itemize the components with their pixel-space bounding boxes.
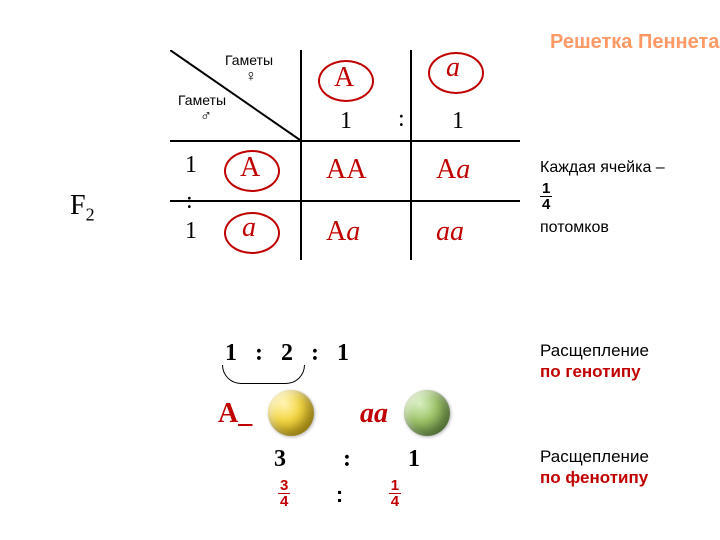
genotype-caption: Расщепление по генотипу [540, 340, 649, 383]
cell-aa: aa [436, 216, 464, 248]
genotype-ratio: 1 : 2 : 1 [225, 340, 351, 367]
gametes-male-label: Гаметы [178, 92, 226, 108]
col-ratio-colon: : [398, 106, 405, 133]
dominant-label: A_ [218, 398, 252, 430]
female-sign: ♀ [245, 68, 257, 86]
yellow-pea-icon [268, 390, 314, 436]
col-gamete-A: A [334, 62, 354, 94]
phenotype-ratio: 3 : 1 [274, 446, 420, 473]
row-gamete-a: a [242, 212, 256, 244]
col-gamete-a: a [446, 52, 460, 84]
brace-arc [222, 365, 305, 384]
recessive-label: aa [360, 398, 388, 430]
grid-line [300, 50, 302, 260]
cell-AA: AA [326, 154, 366, 186]
row-gamete-A: A [240, 152, 260, 184]
row-ratio-1: 1 [185, 152, 197, 179]
green-pea-icon [404, 390, 450, 436]
grid-line [410, 50, 412, 260]
row-ratio-2: 1 [185, 218, 197, 245]
col-ratio-1: 1 [340, 108, 352, 135]
male-sign: ♂ [200, 108, 212, 126]
note-cell: Каждая ячейка – 1 4 потомков [540, 158, 665, 238]
gametes-female-label: Гаметы [225, 52, 273, 68]
grid-line [170, 140, 520, 142]
f2-label: F2 [70, 190, 95, 226]
title: Решетка Пеннета [550, 30, 719, 54]
cell-Aa: Aa [436, 154, 470, 186]
row-ratio-colon: : [186, 188, 193, 215]
col-ratio-2: 1 [452, 108, 464, 135]
phenotype-caption: Расщепление по фенотипу [540, 446, 649, 489]
cell-Aa2: Aa [326, 216, 360, 248]
phenotype-fracs: 34 : 14 [278, 478, 401, 512]
grid-line [170, 200, 520, 202]
